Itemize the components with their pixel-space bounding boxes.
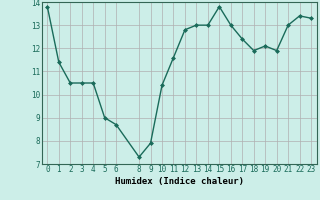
X-axis label: Humidex (Indice chaleur): Humidex (Indice chaleur) [115,177,244,186]
